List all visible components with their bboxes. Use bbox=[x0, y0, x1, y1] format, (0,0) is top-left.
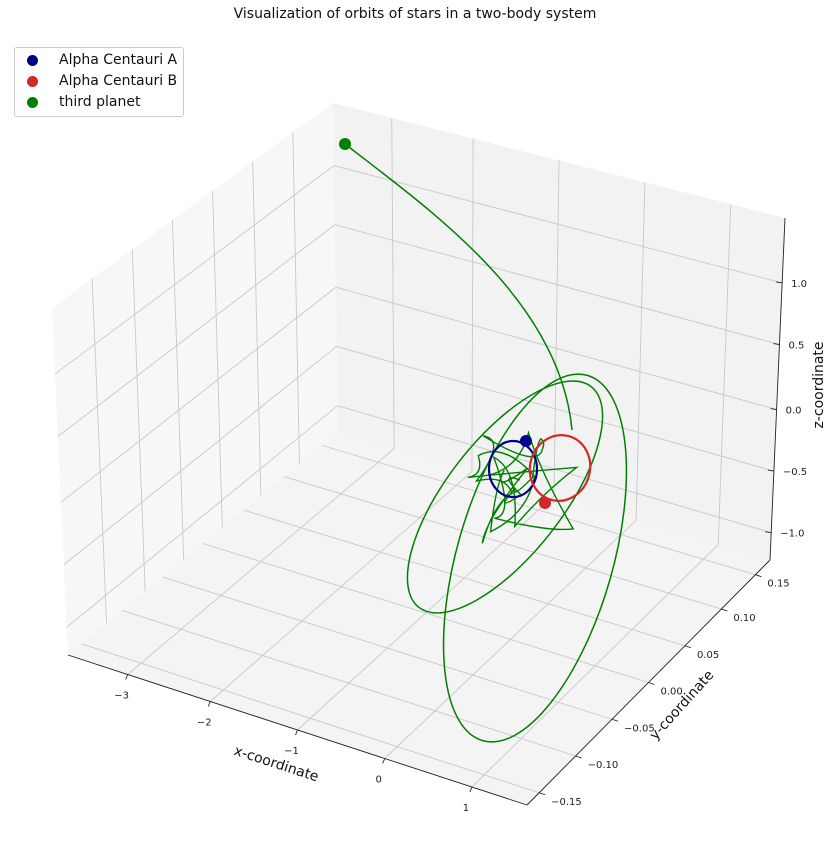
axis-line bbox=[611, 718, 619, 722]
x-tick-label: 0 bbox=[376, 775, 382, 786]
z-tick-label: −1.0 bbox=[780, 529, 804, 540]
grid-line bbox=[202, 543, 649, 683]
grid-line bbox=[57, 224, 336, 437]
grid-line bbox=[471, 138, 474, 472]
z-axis-label: z-coordinate bbox=[811, 341, 827, 428]
grid-line bbox=[333, 165, 783, 284]
z-tick-label: 0.0 bbox=[786, 406, 802, 417]
trajectories bbox=[339, 138, 628, 743]
axis-line bbox=[125, 674, 129, 680]
axis-line bbox=[207, 701, 211, 707]
x-tick-label: 1 bbox=[463, 803, 469, 814]
alpha-centauri-b-marker bbox=[539, 497, 551, 509]
y-tick-label: −0.10 bbox=[588, 760, 619, 771]
x-tick-label: −2 bbox=[197, 718, 212, 729]
third-planet-marker bbox=[339, 138, 351, 150]
axis-line bbox=[721, 608, 728, 612]
legend-marker-icon bbox=[27, 54, 38, 66]
z-tick-label: 0.5 bbox=[788, 341, 804, 352]
axis-line bbox=[382, 758, 386, 764]
y-tick-label: −0.05 bbox=[624, 723, 655, 734]
axis-line bbox=[773, 343, 780, 345]
grid-line bbox=[60, 286, 337, 503]
axis-line bbox=[776, 281, 783, 284]
legend-label: Alpha Centauri B bbox=[59, 73, 178, 89]
legend-label: third planet bbox=[59, 94, 141, 110]
third-planet-loop bbox=[442, 373, 628, 743]
third-planet-loop bbox=[406, 380, 604, 614]
grid-line bbox=[91, 278, 108, 624]
alpha-centauri-b-orbit bbox=[528, 434, 592, 502]
axis-line bbox=[770, 408, 777, 410]
y-tick-label: −0.15 bbox=[551, 797, 582, 808]
chart-title: Visualization of orbits of stars in a tw… bbox=[234, 6, 597, 22]
legend-label: Alpha Centauri A bbox=[59, 52, 178, 68]
grid-line bbox=[283, 476, 722, 610]
y-tick-label: 0.05 bbox=[697, 650, 719, 661]
grid-lines bbox=[54, 117, 783, 794]
legend-marker-icon bbox=[27, 75, 38, 87]
grid-line bbox=[66, 405, 338, 628]
grid-line bbox=[54, 165, 335, 375]
grid-line bbox=[121, 609, 576, 757]
grid-line bbox=[391, 117, 395, 449]
y-axis-label: y-coordinate bbox=[647, 667, 718, 743]
axis-line bbox=[755, 574, 762, 578]
legend-item-third-planet: third planet bbox=[27, 92, 140, 112]
legend-item-alpha-centauri-a: Alpha Centauri A bbox=[27, 50, 177, 70]
legend: Alpha Centauri A Alpha Centauri B third … bbox=[14, 47, 184, 117]
grid-line bbox=[717, 204, 732, 545]
legend-marker-icon bbox=[27, 96, 38, 108]
grid-line bbox=[635, 182, 646, 521]
axis-line bbox=[765, 531, 772, 534]
x-tick-label: −1 bbox=[284, 746, 299, 757]
z-tick-label: −0.5 bbox=[783, 467, 807, 478]
grid-line bbox=[81, 643, 540, 794]
legend-item-alpha-centauri-b: Alpha Centauri B bbox=[27, 71, 177, 91]
grid-line bbox=[243, 509, 686, 647]
axis-line bbox=[295, 729, 298, 736]
axis-line bbox=[684, 645, 692, 649]
grid-line bbox=[335, 286, 777, 410]
grid-line bbox=[292, 132, 300, 464]
grid-line bbox=[162, 576, 613, 720]
axis-line bbox=[769, 217, 786, 561]
back-pane bbox=[333, 103, 785, 560]
grid-line bbox=[171, 220, 185, 560]
grid-line bbox=[553, 160, 560, 497]
axis-line bbox=[539, 792, 546, 796]
axis-line bbox=[648, 682, 655, 685]
third-planet-trajectory bbox=[344, 143, 573, 431]
axis-line bbox=[767, 469, 774, 472]
y-tick-label: 0.10 bbox=[733, 613, 755, 624]
third-planet-tangle bbox=[467, 430, 579, 544]
x-tick-label: −3 bbox=[114, 691, 129, 702]
y-tick-label: 0.00 bbox=[661, 687, 683, 698]
grid-line bbox=[63, 346, 337, 566]
grid-line bbox=[131, 249, 146, 592]
grid-line bbox=[336, 346, 775, 472]
axis-lines bbox=[67, 217, 786, 806]
grid-line bbox=[212, 190, 223, 528]
y-tick-label: 0.15 bbox=[767, 579, 789, 590]
axis-line bbox=[575, 755, 582, 759]
grid-line bbox=[334, 224, 780, 345]
grid-line bbox=[252, 161, 262, 496]
floor-pane bbox=[68, 432, 770, 805]
alpha-centauri-a-orbit bbox=[487, 439, 539, 499]
x-axis-label: x-coordinate bbox=[232, 743, 321, 785]
z-tick-label: 1.0 bbox=[791, 279, 807, 290]
axis-line bbox=[469, 786, 473, 793]
alpha-centauri-a-marker bbox=[520, 435, 532, 447]
grid-line bbox=[321, 444, 756, 576]
